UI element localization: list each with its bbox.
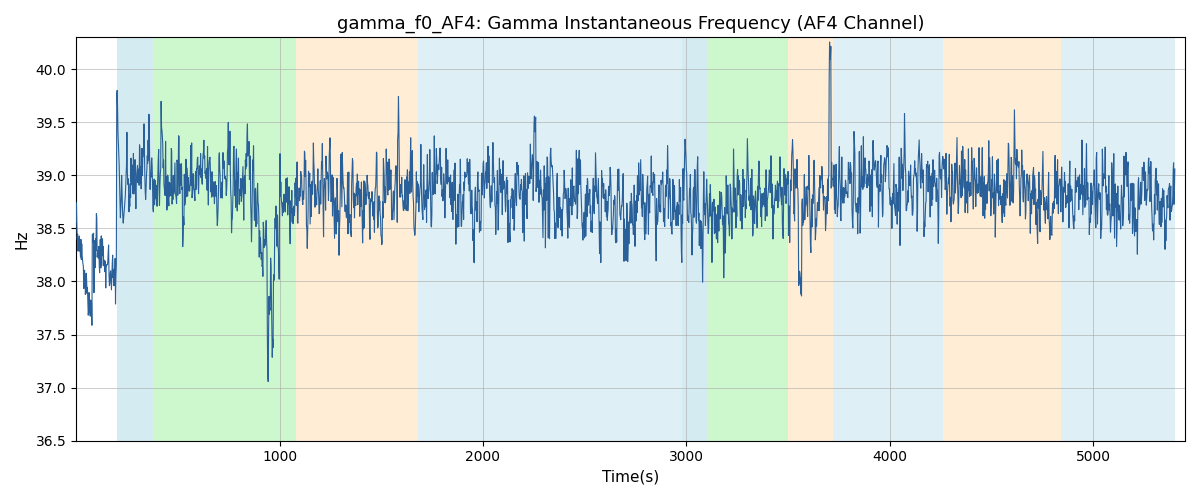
X-axis label: Time(s): Time(s): [602, 470, 659, 485]
Bar: [833, 38, 943, 440]
Bar: [707, 38, 788, 440]
Bar: [295, 38, 418, 440]
Bar: [116, 38, 154, 440]
Title: gamma_f0_AF4: Gamma Instantaneous Frequency (AF4 Channel): gamma_f0_AF4: Gamma Instantaneous Freque…: [337, 15, 924, 34]
Bar: [683, 38, 707, 440]
Bar: [788, 38, 833, 440]
Bar: [943, 38, 1061, 440]
Y-axis label: Hz: Hz: [14, 230, 30, 249]
Bar: [154, 38, 295, 440]
Bar: [1061, 38, 1175, 440]
Bar: [418, 38, 683, 440]
